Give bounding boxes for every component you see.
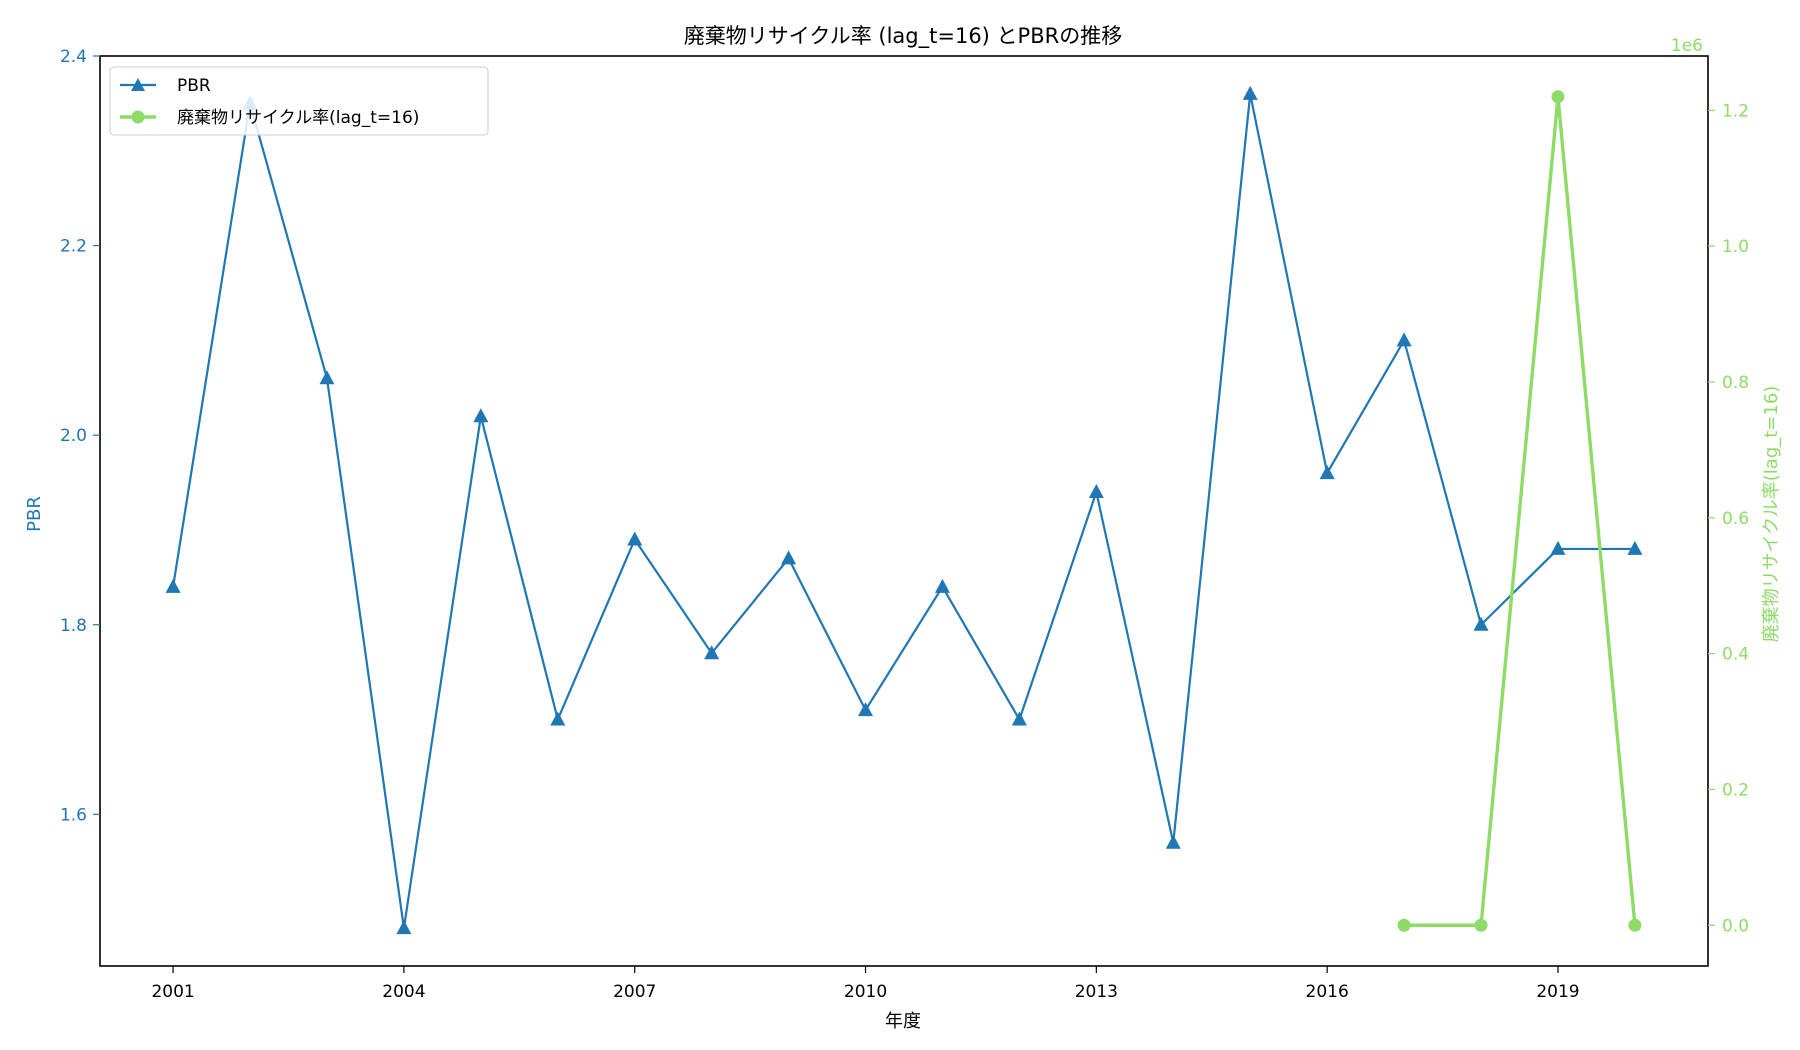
pbr-point-2017 <box>1396 332 1412 347</box>
plot-area <box>165 85 1643 935</box>
y-right-tick-label: 1.0 <box>1722 237 1749 257</box>
legend: PBR 廃棄物リサイクル率(lag_t=16) <box>109 66 489 136</box>
pbr-point-2005 <box>473 408 489 423</box>
recycle-point-2018 <box>1474 918 1488 932</box>
x-tick-label: 2004 <box>382 982 425 1002</box>
y-right-tick-label: 0.0 <box>1722 916 1749 936</box>
pbr-point-2006 <box>550 711 566 726</box>
series-line-1 <box>1404 95 1637 927</box>
y-right-tick-label: 1.2 <box>1722 101 1749 121</box>
pbr-point-2012 <box>1011 711 1027 726</box>
legend-marker-circle <box>131 110 145 124</box>
pbr-point-2019 <box>1550 540 1566 555</box>
x-tick-label: 2019 <box>1536 982 1579 1002</box>
pbr-point-2003 <box>319 370 335 385</box>
pbr-point-2010 <box>858 702 874 717</box>
recycle-point-2019 <box>1551 90 1565 104</box>
pbr-point-2016 <box>1319 465 1335 480</box>
pbr-point-2007 <box>627 531 643 546</box>
y-left-tick-label: 1.8 <box>60 616 87 636</box>
series-line-0 <box>172 92 1635 930</box>
x-tick-label: 2007 <box>613 982 656 1002</box>
y-left-tick-label: 1.6 <box>60 805 87 825</box>
x-tick-label: 2001 <box>151 982 194 1002</box>
legend-marker-triangle <box>131 78 145 91</box>
legend-entry-recycle-rate: 廃棄物リサイクル率(lag_t=16) <box>120 108 419 128</box>
pbr-point-2014 <box>1165 834 1181 849</box>
y-left-tick-label: 2.0 <box>60 426 87 446</box>
axes: 2001 2004 2007 2010 2013 2016 2019 1.6 1.8 2.0 2.2… <box>60 47 1749 1002</box>
y-right-tick-label: 0.4 <box>1722 645 1749 665</box>
y-right-tick-label: 0.2 <box>1722 780 1749 800</box>
legend-entry-pbr: PBR <box>120 76 211 96</box>
pbr-point-2011 <box>934 578 950 593</box>
pbr-point-2009 <box>781 550 797 565</box>
y-axis-left-title: PBR <box>24 496 45 532</box>
x-axis-title: 年度 <box>885 1011 921 1032</box>
y-left-tick-label: 2.4 <box>60 47 87 67</box>
y-right-tick-label: 0.8 <box>1722 373 1749 393</box>
y-right-tick-label: 0.6 <box>1722 509 1749 529</box>
legend-box <box>109 66 489 136</box>
pbr-point-2015 <box>1242 85 1258 100</box>
pbr-point-2008 <box>704 645 720 660</box>
recycle-point-2017 <box>1397 918 1411 932</box>
x-tick-label: 2016 <box>1306 982 1349 1002</box>
legend-label-pbr: PBR <box>177 76 211 96</box>
x-tick-label: 2013 <box>1075 982 1118 1002</box>
legend-label-recycle-rate: 廃棄物リサイクル率(lag_t=16) <box>177 108 419 128</box>
plot-frame <box>99 55 1709 967</box>
x-tick-label: 2010 <box>844 982 887 1002</box>
chart-title: 廃棄物リサイクル率 (lag_t=16) とPBRの推移 <box>684 24 1122 49</box>
y-axis-right-offset-text: 1e6 <box>1671 36 1703 56</box>
pbr-point-2004 <box>396 920 412 935</box>
pbr-point-2018 <box>1473 616 1489 631</box>
recycle-point-2020 <box>1628 918 1642 932</box>
y-axis-right-title: 廃棄物リサイクル率(lag_t=16) <box>1761 386 1782 643</box>
pbr-point-2013 <box>1088 484 1104 499</box>
y-left-tick-label: 2.2 <box>60 237 87 257</box>
pbr-point-2020 <box>1627 540 1643 555</box>
pbr-point-2001 <box>165 578 181 593</box>
